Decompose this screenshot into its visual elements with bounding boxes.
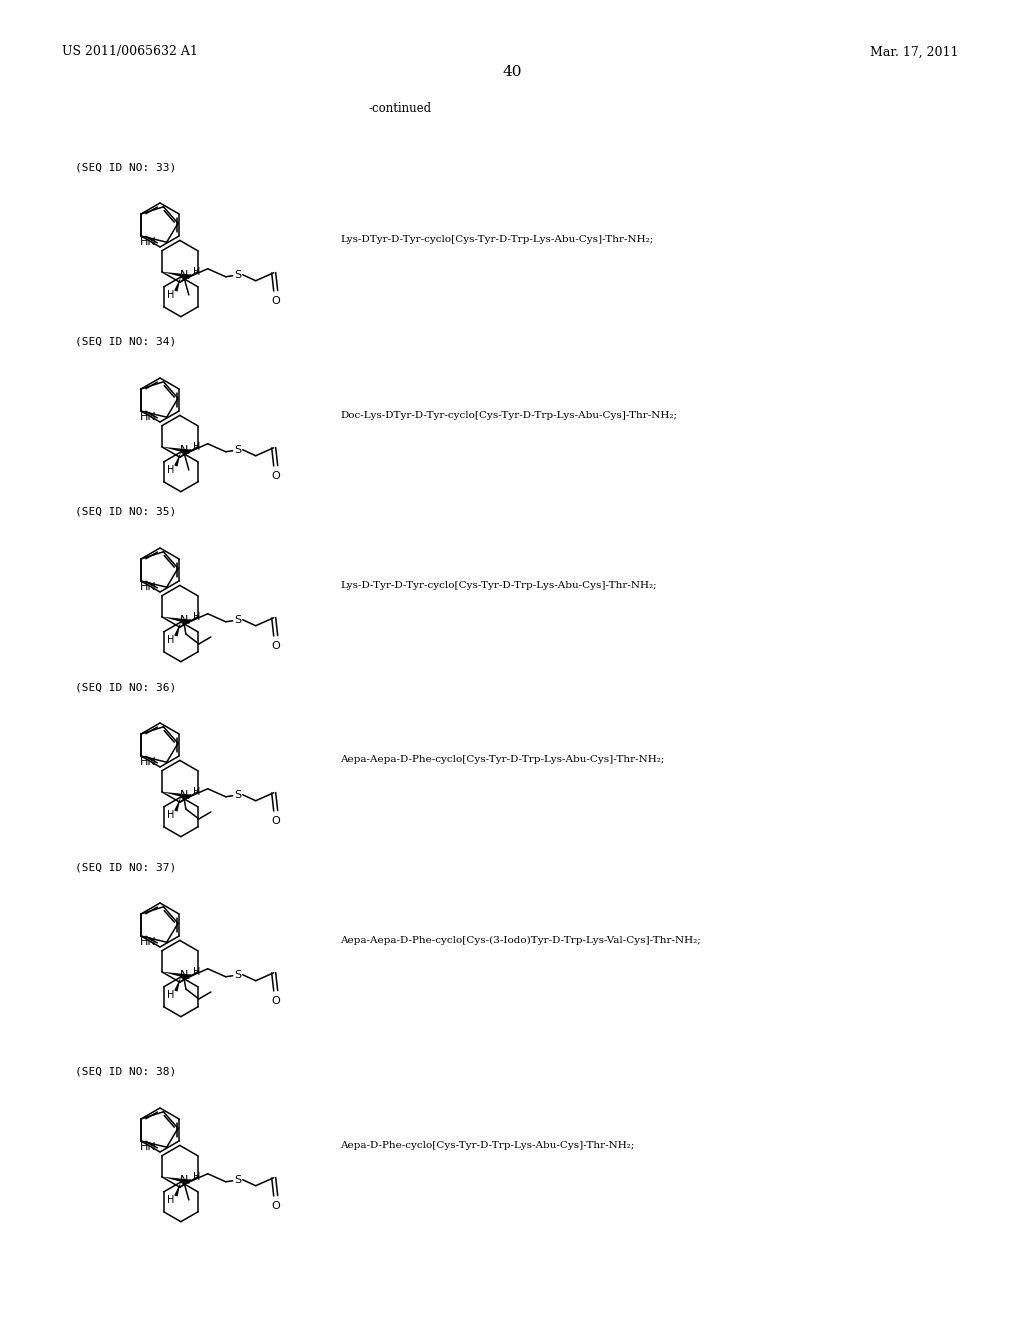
Text: S: S <box>234 970 242 979</box>
Polygon shape <box>174 977 181 991</box>
Text: S: S <box>234 615 242 624</box>
Text: H: H <box>194 442 201 453</box>
Text: (SEQ ID NO: 36): (SEQ ID NO: 36) <box>75 682 176 692</box>
Polygon shape <box>162 272 190 279</box>
Polygon shape <box>174 277 181 292</box>
Text: O: O <box>271 296 281 306</box>
Text: O: O <box>271 640 281 651</box>
Polygon shape <box>162 972 190 979</box>
Polygon shape <box>174 451 181 466</box>
Text: N: N <box>179 271 188 280</box>
Text: O: O <box>271 995 281 1006</box>
Text: N: N <box>179 970 188 979</box>
Text: S: S <box>234 445 242 455</box>
Text: HN: HN <box>140 582 157 593</box>
Text: H: H <box>194 612 201 622</box>
Text: HN: HN <box>140 412 157 422</box>
Text: H: H <box>194 787 201 797</box>
Polygon shape <box>174 622 181 636</box>
Text: S: S <box>234 269 242 280</box>
Text: Aepa-D-Phe-cyclo[Cys-Tyr-D-Trp-Lys-Abu-Cys]-Thr-NH₂;: Aepa-D-Phe-cyclo[Cys-Tyr-D-Trp-Lys-Abu-C… <box>340 1140 635 1150</box>
Text: Mar. 17, 2011: Mar. 17, 2011 <box>870 45 958 58</box>
Text: H: H <box>194 968 201 977</box>
Text: H: H <box>194 1172 201 1183</box>
Text: H: H <box>167 990 174 1001</box>
Text: (SEQ ID NO: 37): (SEQ ID NO: 37) <box>75 862 176 873</box>
Text: H: H <box>167 810 174 820</box>
Text: (SEQ ID NO: 35): (SEQ ID NO: 35) <box>75 507 176 517</box>
Text: N: N <box>179 445 188 455</box>
Text: 40: 40 <box>502 65 522 79</box>
Text: HN: HN <box>140 238 157 247</box>
Text: Aepa-Aepa-D-Phe-cyclo[Cys-(3-Iodo)Tyr-D-Trp-Lys-Val-Cys]-Thr-NH₂;: Aepa-Aepa-D-Phe-cyclo[Cys-(3-Iodo)Tyr-D-… <box>340 936 700 945</box>
Text: H: H <box>167 1195 174 1205</box>
Text: (SEQ ID NO: 33): (SEQ ID NO: 33) <box>75 162 176 172</box>
Text: N: N <box>179 789 188 800</box>
Text: O: O <box>271 816 281 826</box>
Text: S: S <box>234 1175 242 1185</box>
Text: O: O <box>271 471 281 480</box>
Text: (SEQ ID NO: 38): (SEQ ID NO: 38) <box>75 1067 176 1077</box>
Text: H: H <box>194 267 201 277</box>
Polygon shape <box>162 446 190 454</box>
Polygon shape <box>174 797 181 812</box>
Text: S: S <box>234 789 242 800</box>
Text: H: H <box>167 635 174 645</box>
Polygon shape <box>174 1181 181 1196</box>
Polygon shape <box>162 792 190 799</box>
Text: Lys-DTyr-D-Tyr-cyclo[Cys-Tyr-D-Trp-Lys-Abu-Cys]-Thr-NH₂;: Lys-DTyr-D-Tyr-cyclo[Cys-Tyr-D-Trp-Lys-A… <box>340 235 653 244</box>
Text: HN: HN <box>140 937 157 948</box>
Text: H: H <box>167 290 174 300</box>
Text: Lys-D-Tyr-D-Tyr-cyclo[Cys-Tyr-D-Trp-Lys-Abu-Cys]-Thr-NH₂;: Lys-D-Tyr-D-Tyr-cyclo[Cys-Tyr-D-Trp-Lys-… <box>340 581 656 590</box>
Polygon shape <box>162 616 190 624</box>
Text: O: O <box>271 1201 281 1210</box>
Text: N: N <box>179 1175 188 1185</box>
Text: (SEQ ID NO: 34): (SEQ ID NO: 34) <box>75 337 176 347</box>
Text: Doc-Lys-DTyr-D-Tyr-cyclo[Cys-Tyr-D-Trp-Lys-Abu-Cys]-Thr-NH₂;: Doc-Lys-DTyr-D-Tyr-cyclo[Cys-Tyr-D-Trp-L… <box>340 411 677 420</box>
Text: Aepa-Aepa-D-Phe-cyclo[Cys-Tyr-D-Trp-Lys-Abu-Cys]-Thr-NH₂;: Aepa-Aepa-D-Phe-cyclo[Cys-Tyr-D-Trp-Lys-… <box>340 755 665 764</box>
Text: US 2011/0065632 A1: US 2011/0065632 A1 <box>62 45 198 58</box>
Polygon shape <box>162 1176 190 1184</box>
Text: H: H <box>167 465 174 475</box>
Text: HN: HN <box>140 758 157 767</box>
Text: HN: HN <box>140 1142 157 1152</box>
Text: N: N <box>179 615 188 624</box>
Text: -continued: -continued <box>369 102 431 115</box>
